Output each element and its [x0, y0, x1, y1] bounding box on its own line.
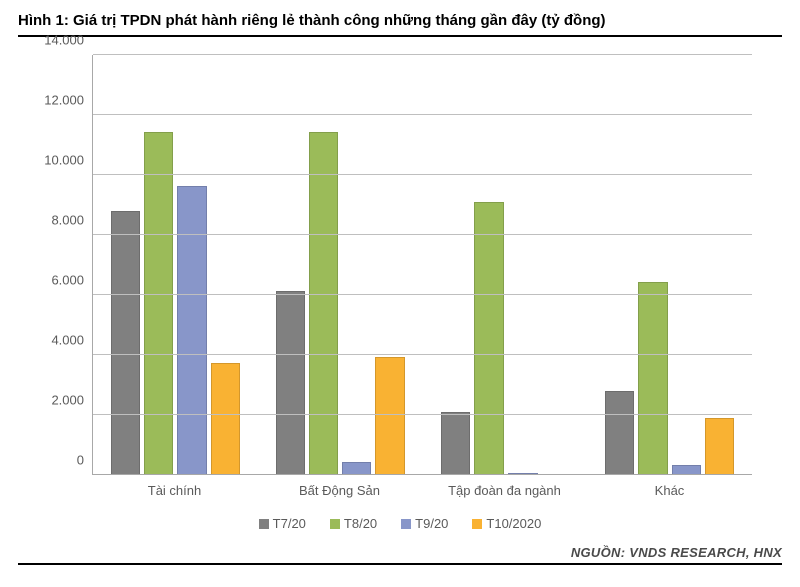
y-tick-label: 2.000: [51, 393, 84, 408]
gridline: [93, 354, 752, 355]
bar: [276, 291, 305, 476]
legend-item: T7/20: [259, 516, 306, 531]
x-tick-label: Tài chính: [92, 483, 257, 498]
bar: [211, 363, 240, 476]
gridline: [93, 414, 752, 415]
gridline: [93, 114, 752, 115]
y-tick-label: 10.000: [44, 153, 84, 168]
legend-label: T8/20: [344, 516, 377, 531]
bar: [638, 282, 667, 476]
y-tick-label: 4.000: [51, 333, 84, 348]
bar-group: [423, 55, 588, 475]
bar: [474, 202, 504, 475]
legend-swatch: [330, 519, 340, 529]
x-axis-line: [93, 474, 752, 475]
bar: [605, 391, 634, 475]
chart-area: 02.0004.0006.0008.00010.00012.00014.000: [18, 55, 782, 475]
divider-top: [18, 35, 782, 37]
gridline: [93, 54, 752, 55]
source-attribution: NGUỒN: VNDS RESEARCH, HNX: [18, 545, 782, 560]
bar: [144, 132, 173, 476]
y-tick-label: 12.000: [44, 93, 84, 108]
bar-group: [587, 55, 752, 475]
legend-item: T8/20: [330, 516, 377, 531]
x-tick-label: Khác: [587, 483, 752, 498]
bar: [441, 412, 471, 475]
y-tick-label: 14.000: [44, 33, 84, 48]
y-tick-label: 0: [77, 453, 84, 468]
legend-label: T10/2020: [486, 516, 541, 531]
legend-label: T9/20: [415, 516, 448, 531]
legend-swatch: [472, 519, 482, 529]
bar-group: [93, 55, 258, 475]
chart-title: Hình 1: Giá trị TPDN phát hành riêng lẻ …: [18, 12, 782, 29]
bar: [705, 418, 734, 475]
legend-item: T10/2020: [472, 516, 541, 531]
y-tick-label: 8.000: [51, 213, 84, 228]
plot-area: [92, 55, 752, 475]
gridline: [93, 234, 752, 235]
y-axis: 02.0004.0006.0008.00010.00012.00014.000: [36, 55, 92, 475]
bar-groups: [93, 55, 752, 475]
legend-swatch: [259, 519, 269, 529]
gridline: [93, 294, 752, 295]
legend-item: T9/20: [401, 516, 448, 531]
y-tick-label: 6.000: [51, 273, 84, 288]
x-tick-label: Bất Động Sản: [257, 483, 422, 498]
bar: [342, 462, 371, 476]
x-axis-labels: Tài chínhBất Động SảnTập đoàn đa ngànhKh…: [18, 483, 782, 498]
gridline: [93, 174, 752, 175]
bar-group: [258, 55, 423, 475]
legend-swatch: [401, 519, 411, 529]
bar: [309, 132, 338, 476]
bar: [177, 186, 206, 476]
legend-label: T7/20: [273, 516, 306, 531]
bar: [111, 211, 140, 475]
legend: T7/20 T8/20 T9/20 T10/2020: [18, 516, 782, 531]
divider-bottom: [18, 563, 782, 565]
x-tick-label: Tập đoàn đa ngành: [422, 483, 587, 498]
bar: [375, 357, 404, 476]
